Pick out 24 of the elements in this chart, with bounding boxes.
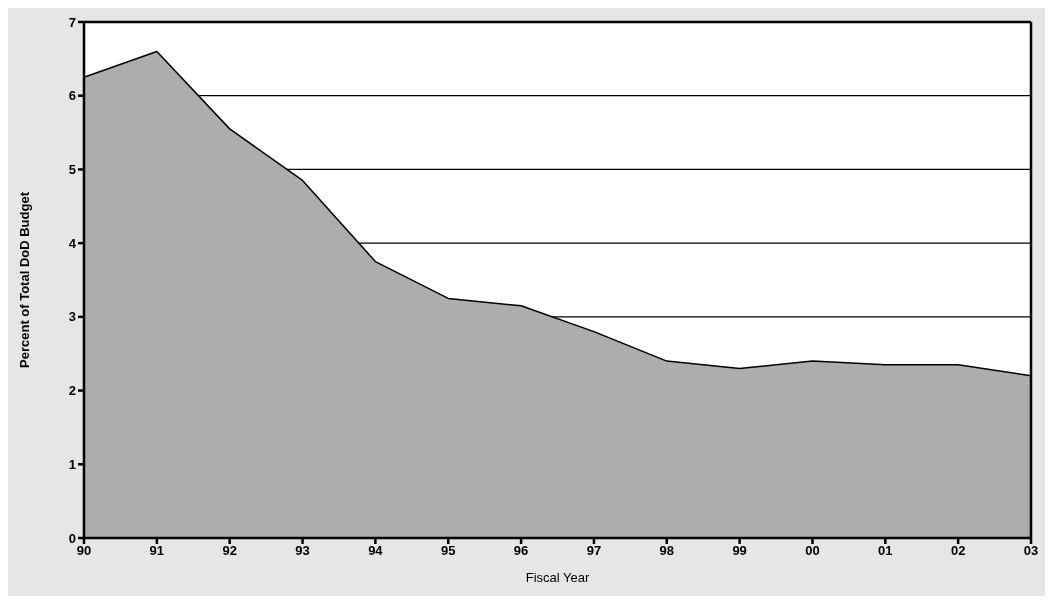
x-tick-label: 00	[805, 543, 820, 559]
y-tick-label: 6	[68, 88, 76, 104]
y-tick-label: 3	[68, 309, 76, 325]
x-axis-title: Fiscal Year	[525, 570, 590, 585]
x-tick-label: 97	[586, 543, 602, 559]
x-tick-label: 93	[295, 543, 310, 559]
x-tick-label: 94	[368, 543, 384, 559]
y-tick-label: 7	[68, 14, 76, 30]
y-tick-label: 0	[68, 530, 76, 546]
y-axis-title: Percent of Total DoD Budget	[16, 191, 32, 368]
y-tick-label: 5	[68, 162, 76, 178]
y-tick-label: 2	[68, 383, 76, 399]
x-tick-label: 91	[149, 543, 165, 559]
x-tick-label: 02	[950, 543, 966, 559]
x-tick-label: 90	[76, 543, 92, 559]
x-tick-label: 98	[659, 543, 674, 559]
x-tick-label: 95	[441, 543, 456, 559]
x-tick-label: 96	[513, 543, 529, 559]
x-tick-label: 03	[1023, 543, 1039, 559]
y-tick-label: 4	[68, 235, 77, 251]
x-tick-label: 92	[222, 543, 237, 559]
x-tick-label: 99	[732, 543, 747, 559]
x-tick-label: 01	[878, 543, 893, 559]
y-tick-label: 1	[68, 456, 76, 472]
